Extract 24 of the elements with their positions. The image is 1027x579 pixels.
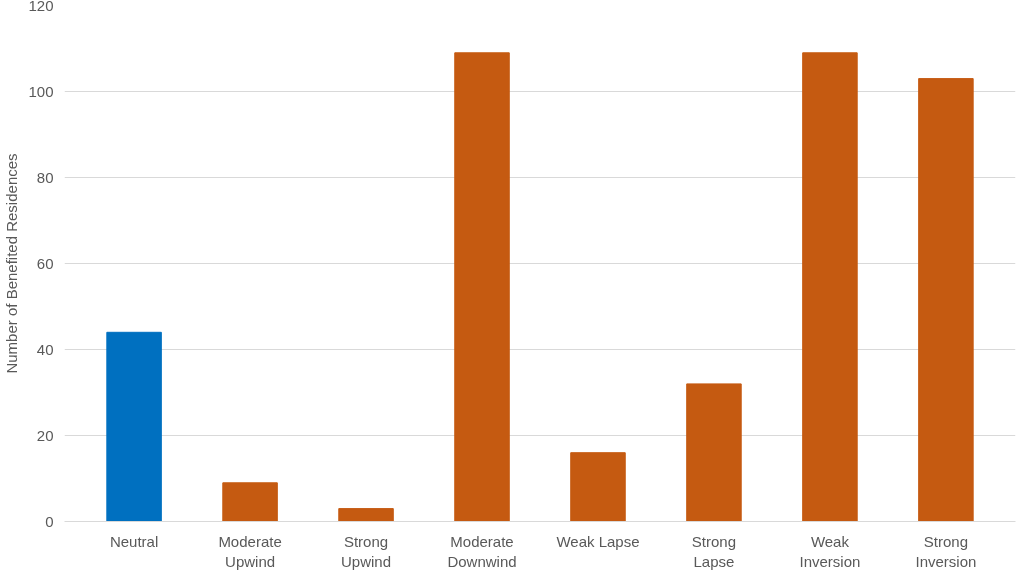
y-tick-label: 40 — [36, 340, 54, 358]
y-tick-label: 60 — [36, 254, 54, 272]
y-tick-label: 120 — [28, 0, 54, 14]
x-tick-label: Weak Inversion — [799, 532, 861, 570]
y-tick-label: 0 — [45, 512, 54, 530]
bar — [106, 331, 162, 522]
bar — [338, 508, 394, 522]
bar — [918, 78, 974, 522]
x-tick-label: Moderate Downwind — [447, 532, 517, 570]
bar — [802, 52, 858, 522]
x-tick-label: Weak Lapse — [556, 532, 640, 550]
y-tick-label: 100 — [28, 82, 54, 100]
x-tick-label: Strong Lapse — [691, 532, 737, 570]
x-tick-label: Strong Upwind — [341, 532, 392, 570]
y-tick-label: 20 — [36, 426, 54, 444]
x-tick-label: Moderate Upwind — [218, 532, 282, 570]
y-axis-title: Number of Benefited Residences — [3, 153, 21, 374]
bar — [222, 482, 278, 522]
y-tick-label: 80 — [36, 168, 54, 186]
bar — [570, 452, 626, 522]
bar — [686, 383, 742, 522]
bar — [454, 52, 510, 522]
x-tick-label: Neutral — [109, 532, 159, 550]
x-tick-label: Strong Inversion — [915, 532, 977, 570]
